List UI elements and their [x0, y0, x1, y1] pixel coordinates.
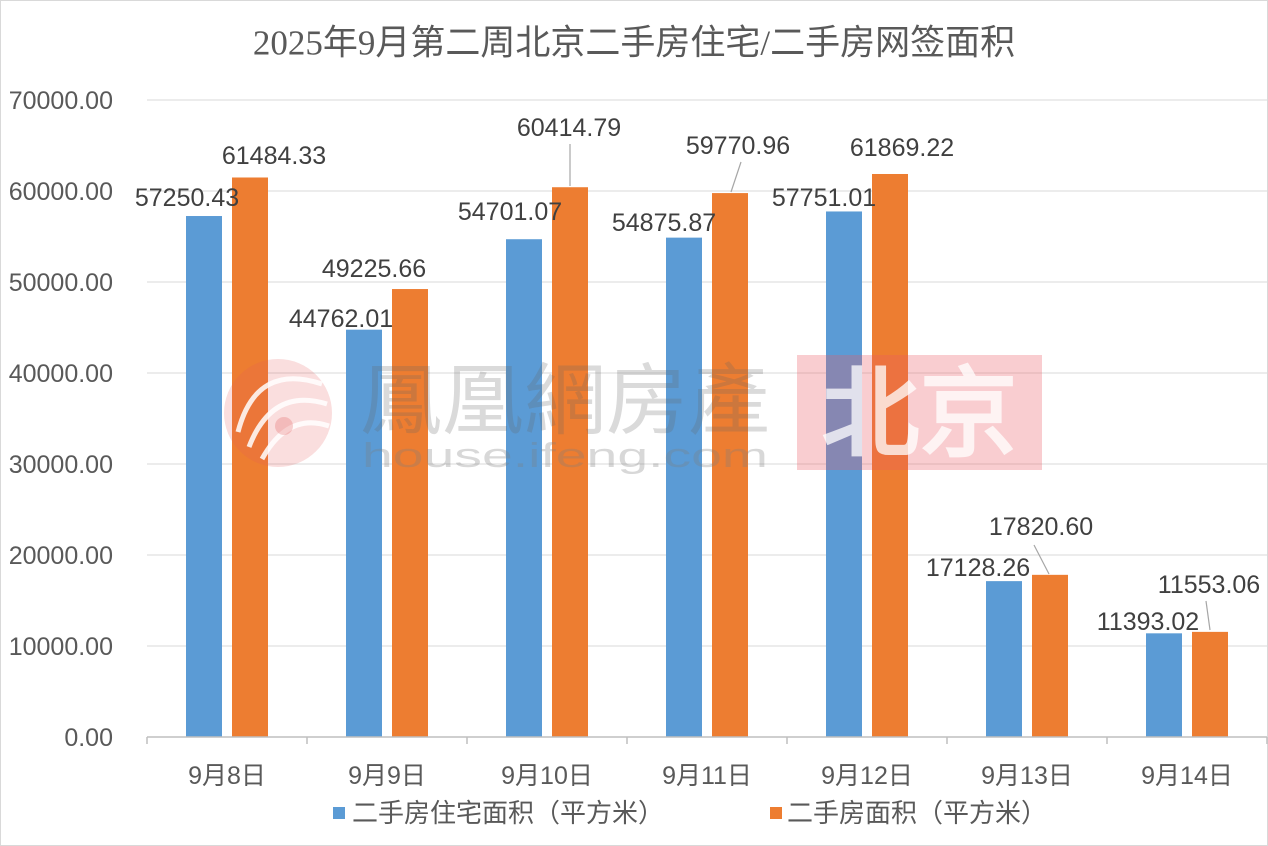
value-label-total-area-5: 61869.22: [850, 134, 954, 162]
bar-total-area-1: [232, 177, 268, 737]
value-label-residential-area-4: 54875.87: [612, 209, 716, 237]
bar-residential-area-7: [1146, 633, 1182, 737]
value-label-total-area-1: 61484.33: [222, 142, 326, 170]
y-tick-label-7: 70000.00: [9, 87, 113, 115]
x-axis: [146, 736, 1268, 744]
leader-line-4: [1205, 600, 1211, 631]
value-label-total-area-3: 60414.79: [517, 114, 621, 142]
label-leader-lines: [569, 144, 1211, 631]
y-tick-label-1: 10000.00: [9, 633, 113, 661]
bar-total-area-5: [872, 173, 908, 737]
value-label-residential-area-1: 57250.43: [135, 184, 239, 212]
bar-total-area-6: [1032, 574, 1068, 737]
legend-swatch-total-area: [770, 807, 782, 819]
leader-line-3: [1033, 544, 1050, 575]
legend-label-total-area: 二手房面积（平方米）: [787, 798, 1047, 828]
x-tick-label-7: 9月14日: [1141, 762, 1233, 790]
x-tick-label-3: 9月10日: [501, 762, 593, 790]
value-label-total-area-2: 49225.66: [322, 255, 426, 283]
bar-residential-area-1: [186, 216, 222, 737]
data-labels: 57250.43 44762.01 54701.07 54875.87 57751.01…: [135, 114, 1260, 636]
bar-residential-area-5: [826, 211, 862, 737]
value-label-total-area-7: 11553.06: [1158, 571, 1260, 599]
legend: 二手房住宅面积（平方米） 二手房面积（平方米）: [333, 798, 1047, 828]
bar-residential-area-2: [346, 329, 382, 737]
y-tick-label-6: 60000.00: [9, 178, 113, 206]
chart-title: 2025年9月第二周北京二手房住宅/二手房网签面积: [253, 23, 1015, 62]
legend-swatch-residential-area: [333, 807, 345, 819]
x-tick-label-5: 9月12日: [821, 762, 913, 790]
value-label-residential-area-3: 54701.07: [458, 198, 562, 226]
x-axis-tick-labels: 9月8日 9月9日 9月10日 9月11日 9月12日 9月13日 9月14日: [188, 762, 1233, 790]
gridlines: [147, 99, 1267, 647]
y-tick-label-0: 0.00: [64, 724, 113, 752]
y-axis-tick-labels: 0.00 10000.00 20000.00 30000.00 40000.00 5000…: [9, 87, 113, 752]
bar-residential-area-4: [666, 237, 702, 737]
bar-total-area-4: [712, 193, 748, 738]
x-tick-label-1: 9月8日: [188, 762, 266, 790]
value-label-residential-area-6: 17128.26: [926, 554, 1030, 582]
y-tick-label-2: 20000.00: [9, 542, 113, 570]
y-tick-label-4: 40000.00: [9, 360, 113, 388]
legend-label-residential-area: 二手房住宅面积（平方米）: [352, 798, 664, 828]
value-label-total-area-4: 59770.96: [686, 132, 790, 160]
value-label-residential-area-7: 11393.02: [1097, 608, 1199, 636]
x-tick-label-6: 9月13日: [981, 762, 1073, 790]
bar-total-area-2: [392, 289, 428, 737]
value-label-residential-area-5: 57751.01: [772, 184, 876, 212]
y-tick-label-5: 50000.00: [9, 269, 113, 297]
bar-residential-area-6: [986, 581, 1022, 737]
value-label-total-area-6: 17820.60: [989, 513, 1093, 541]
value-label-residential-area-2: 44762.01: [289, 305, 393, 333]
bar-total-area-3: [552, 187, 588, 738]
x-tick-label-2: 9月9日: [348, 762, 426, 790]
leader-line-2: [730, 161, 742, 193]
bars: [186, 173, 1228, 738]
y-tick-label-3: 30000.00: [9, 451, 113, 479]
bar-total-area-7: [1192, 631, 1228, 737]
x-tick-label-4: 9月11日: [662, 762, 752, 790]
bar-residential-area-3: [506, 239, 542, 737]
